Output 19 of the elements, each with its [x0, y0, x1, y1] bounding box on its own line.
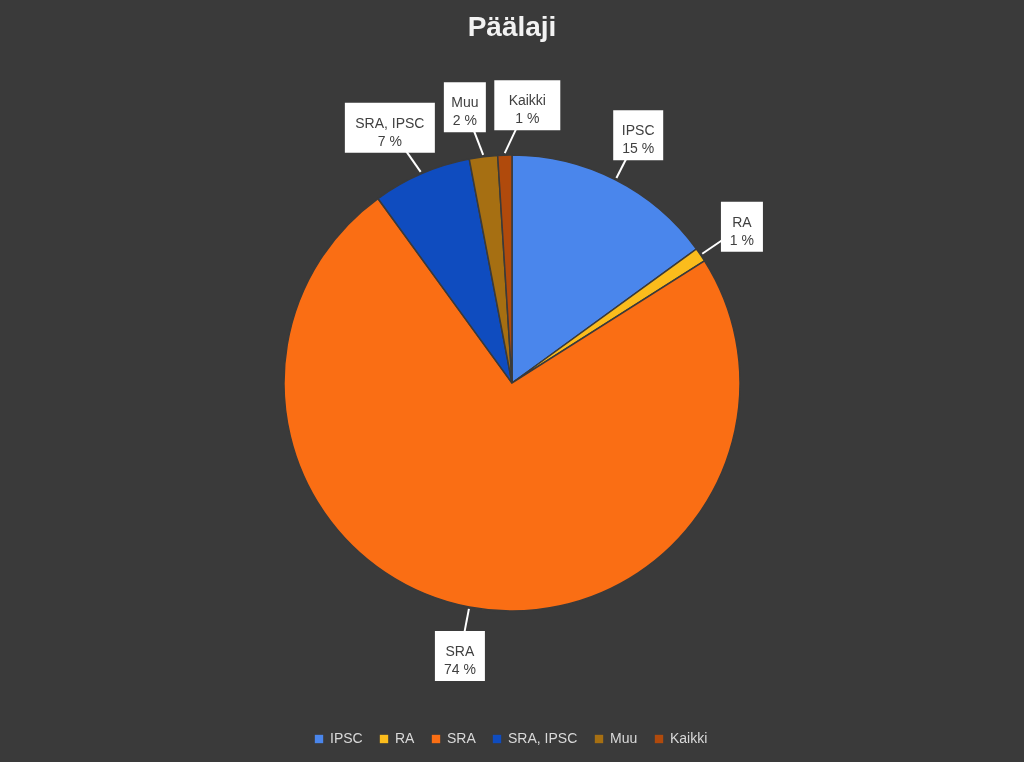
- slice-label: IPSC: [621, 122, 655, 139]
- chart-title: Päälaji: [467, 11, 557, 42]
- legend-label: SRA, IPSC: [508, 730, 578, 746]
- legend-label: SRA: [447, 730, 477, 746]
- legend-label: Kaikki: [670, 730, 708, 746]
- slice-label: Muu: [451, 94, 479, 111]
- legend-label: RA: [395, 730, 416, 746]
- data-label: 74 %: [443, 661, 476, 678]
- legend-label: IPSC: [330, 730, 363, 746]
- slice-label: SRA, IPSC: [355, 114, 425, 131]
- data-label: 1 %: [515, 110, 540, 127]
- data-label: 15 %: [622, 140, 655, 157]
- slice-label: Kaikki: [508, 92, 546, 109]
- legend-label: Muu: [610, 730, 638, 746]
- slice-label: RA: [732, 213, 753, 230]
- data-label: 7 %: [377, 132, 402, 149]
- data-label: 1 %: [729, 231, 754, 248]
- data-label: 2 %: [452, 112, 477, 129]
- slice-label: SRA: [445, 643, 475, 660]
